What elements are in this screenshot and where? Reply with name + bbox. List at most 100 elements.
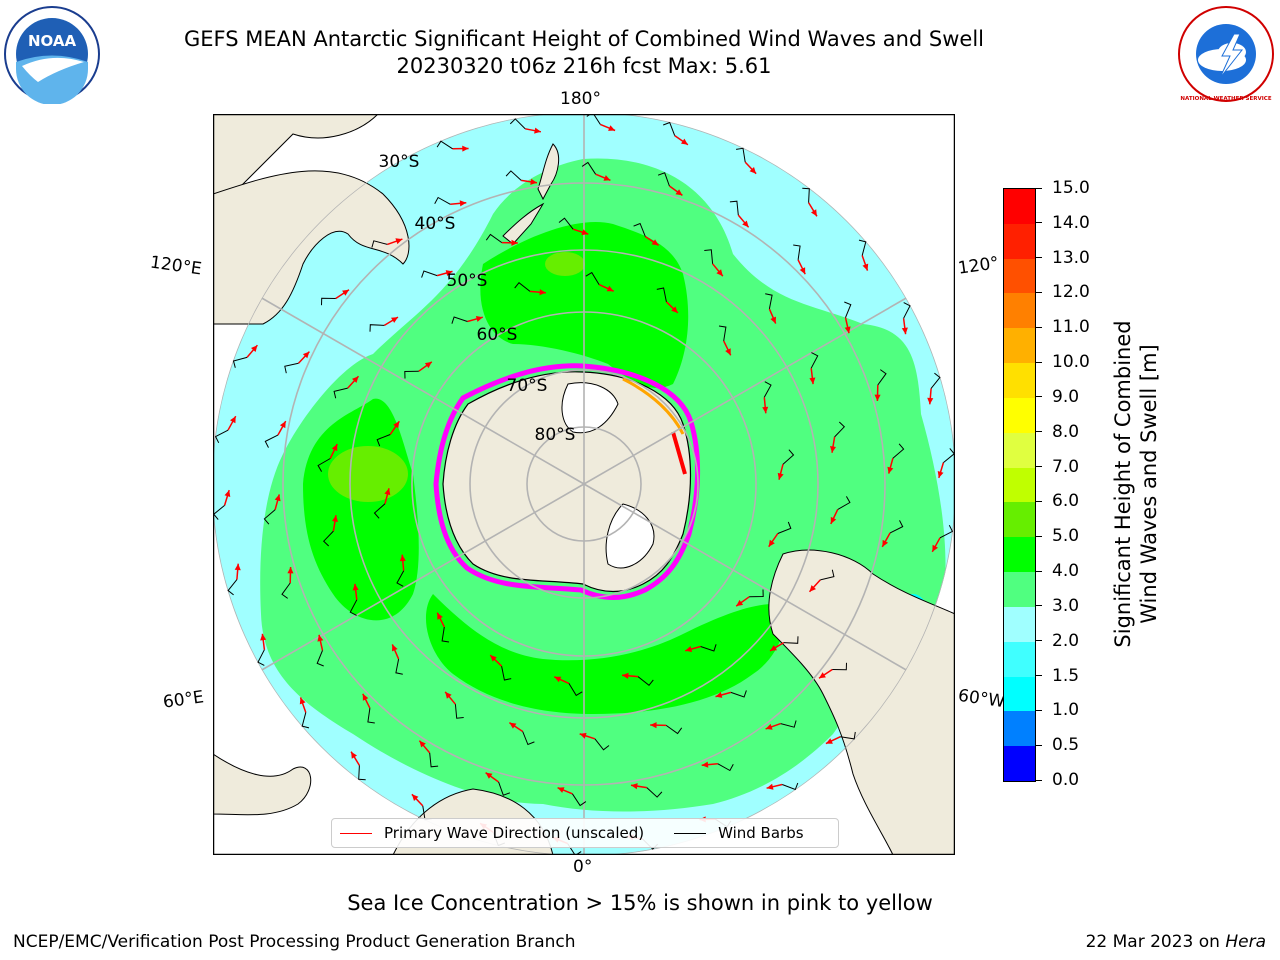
colorbar-tick-label: 2.0 — [1036, 631, 1079, 651]
wind-barb — [930, 372, 941, 389]
wind-barb — [810, 352, 819, 369]
sea-ice-note: Sea Ice Concentration > 15% is shown in … — [347, 891, 933, 915]
wave-direction-arrowhead — [825, 738, 833, 744]
wave-direction-arrowhead — [675, 189, 683, 196]
wind-barb — [333, 387, 348, 399]
wave-direction-arrowhead — [459, 200, 467, 207]
wind-barb — [834, 421, 846, 438]
colorbar-segment — [1004, 328, 1035, 364]
wind-barb — [264, 434, 279, 448]
wave-direction-arrowhead — [395, 238, 403, 245]
polar-map: 30°S 40°S 50°S 60°S 70°S 80°S — [213, 114, 955, 855]
graticule — [213, 114, 955, 855]
wave-direction-arrowhead — [419, 740, 426, 748]
wind-barb — [371, 240, 388, 248]
wave-field-5m-peak-north — [545, 252, 585, 276]
wind-barb — [717, 763, 734, 772]
wave-direction-arrowhead — [352, 376, 359, 383]
lon-label-120e: 120°E — [148, 252, 203, 280]
wind-barb — [358, 765, 366, 781]
colorbar-segment — [1004, 188, 1035, 224]
noaa-logo-text: NOAA — [28, 32, 77, 50]
wind-barb — [763, 381, 772, 398]
wind-barb — [281, 582, 291, 599]
wave-direction-arrowhead — [631, 783, 638, 790]
wave-direction-arrowhead — [765, 723, 773, 730]
wind-barb — [892, 443, 905, 459]
wave-direction-arrowhead — [445, 691, 452, 699]
colorbar-segment — [1004, 467, 1035, 503]
wind-barb — [665, 724, 683, 735]
wind-barb — [421, 270, 438, 278]
wave-direction-arrowhead — [424, 361, 432, 369]
wind-barb — [284, 362, 299, 374]
wave-direction-arrowhead — [352, 583, 359, 591]
colorbar-segment — [1004, 293, 1035, 329]
wave-direction-arrowhead — [224, 490, 231, 497]
wind-barb — [657, 172, 670, 187]
wave-direction-arrowhead — [279, 421, 286, 429]
wind-barb — [663, 121, 676, 136]
wind-barb — [522, 731, 535, 746]
wave-direction-arrowhead — [351, 751, 357, 759]
wind-barb — [509, 118, 526, 130]
wind-barb — [646, 787, 663, 798]
wind-barb — [939, 524, 954, 539]
wave-direction-arrowhead — [534, 127, 541, 134]
wave-direction-arrowhead — [462, 145, 469, 152]
legend-wind-line — [674, 832, 707, 834]
wave-direction-arrowhead — [862, 263, 869, 271]
wave-direction-arrowhead — [874, 394, 881, 401]
wind-barb — [837, 496, 851, 510]
wind-barb — [316, 650, 324, 667]
wind-barb — [889, 520, 904, 534]
wave-direction-arrowhead — [274, 494, 281, 502]
wave-direction-arrowhead — [317, 634, 324, 642]
national-weather-service-logo-icon: NATIONAL WEATHER SERVICE — [1178, 6, 1274, 102]
wind-barb — [505, 170, 522, 181]
wind-barb — [729, 200, 739, 216]
colorbar-segment — [1004, 711, 1035, 747]
wind-barb — [558, 217, 574, 230]
wind-barb — [877, 369, 887, 386]
wind-barb — [783, 636, 799, 644]
wind-barb — [349, 599, 358, 616]
lat-label-40s: 40°S — [415, 214, 456, 234]
land-south-america — [768, 549, 955, 855]
wave-direction-arrowhead — [391, 317, 398, 323]
wave-direction-arrowhead — [844, 326, 851, 334]
wind-barb — [454, 704, 464, 719]
colorbar-label: Significant Height of Combined Wind Wave… — [1106, 188, 1166, 780]
wave-direction-arrowhead — [770, 645, 777, 651]
colorbar-segment — [1004, 397, 1035, 433]
wind-barb — [263, 509, 276, 525]
lon-label-60w: 60°W — [956, 685, 1007, 713]
wave-direction-arrowhead — [927, 397, 934, 405]
wind-barb — [301, 712, 310, 729]
nws-logo-text: NATIONAL WEATHER SERVICE — [1180, 96, 1271, 102]
footer-credit: NCEP/EMC/Verification Post Processing Pr… — [13, 932, 576, 952]
colorbar-tick-label: 15.0 — [1036, 178, 1090, 198]
wave-direction-arrowhead — [830, 446, 836, 453]
wave-direction-arrowhead — [251, 345, 258, 352]
wind-barb — [367, 708, 375, 724]
wave-direction-arrowhead — [770, 316, 776, 324]
wave-direction-arrowhead — [685, 646, 693, 652]
wind-barb — [840, 731, 856, 740]
colorbar-ticks: 0.0 0.5 1.0 1.5 2.0 3.0 4.0 5.0 6.0 7.0 8.0 9.0 10.0… — [1036, 178, 1106, 790]
wave-direction-arrowhead — [608, 125, 616, 131]
footer-machine: Hera — [1225, 932, 1266, 952]
colorbar-tick-label: 5.0 — [1036, 526, 1079, 546]
colorbar-tick-label: 14.0 — [1036, 213, 1090, 233]
wave-direction-arrowhead — [342, 289, 349, 296]
figure-title: GEFS MEAN Antarctic Significant Height o… — [0, 26, 1168, 80]
wind-barb — [700, 644, 717, 652]
wave-direction-arrowhead — [701, 761, 709, 768]
colorbar-segment — [1004, 537, 1035, 573]
wave-direction-arrowhead — [530, 178, 537, 185]
lon-label-120w: 120° — [956, 253, 1001, 279]
colorbar-segment — [1004, 258, 1035, 294]
wave-direction-arrowhead — [234, 563, 241, 571]
legend-wind-label: Wind Barbs — [718, 824, 804, 842]
wave-direction-arrowhead — [392, 644, 398, 652]
